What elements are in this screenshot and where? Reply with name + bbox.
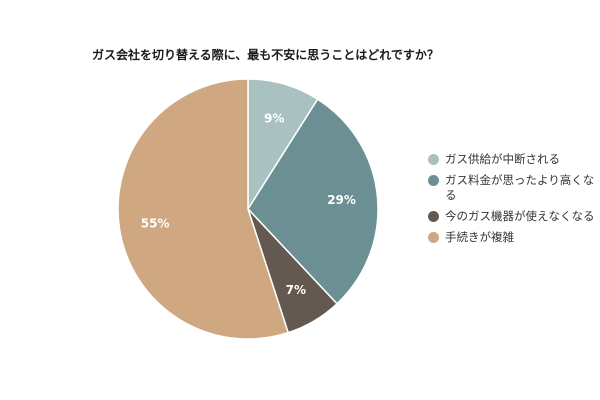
legend-label: 今のガス機器が使えなくなる bbox=[445, 209, 595, 223]
legend-label: ガス供給が中断される bbox=[445, 152, 560, 166]
chart-title: ガス会社を切り替える際に、最も不安に思うことはどれですか？ bbox=[92, 48, 439, 62]
slice-data-label: 29% bbox=[327, 193, 356, 207]
legend-label: ガス料金が思ったより高くなる bbox=[445, 173, 595, 202]
legend-swatch bbox=[428, 175, 439, 186]
legend-item[interactable]: 今のガス機器が使えなくなる bbox=[428, 209, 598, 224]
legend-item[interactable]: ガス供給が中断される bbox=[428, 152, 598, 167]
legend-item[interactable]: 手続きが複雑 bbox=[428, 230, 598, 245]
legend-label: 手続きが複雑 bbox=[445, 230, 514, 244]
slice-data-label: 9% bbox=[264, 112, 284, 126]
legend-item[interactable]: ガス料金が思ったより高くなる bbox=[428, 173, 598, 203]
pie-slice[interactable] bbox=[247, 98, 379, 305]
legend-swatch bbox=[428, 232, 439, 243]
legend: ガス供給が中断される ガス料金が思ったより高くなる 今のガス機器が使えなくなる … bbox=[428, 152, 598, 251]
pie-slice[interactable] bbox=[117, 78, 290, 340]
legend-swatch bbox=[428, 154, 439, 165]
legend-swatch bbox=[428, 211, 439, 222]
slice-data-label: 55% bbox=[141, 217, 170, 231]
slice-data-label: 7% bbox=[286, 283, 306, 297]
